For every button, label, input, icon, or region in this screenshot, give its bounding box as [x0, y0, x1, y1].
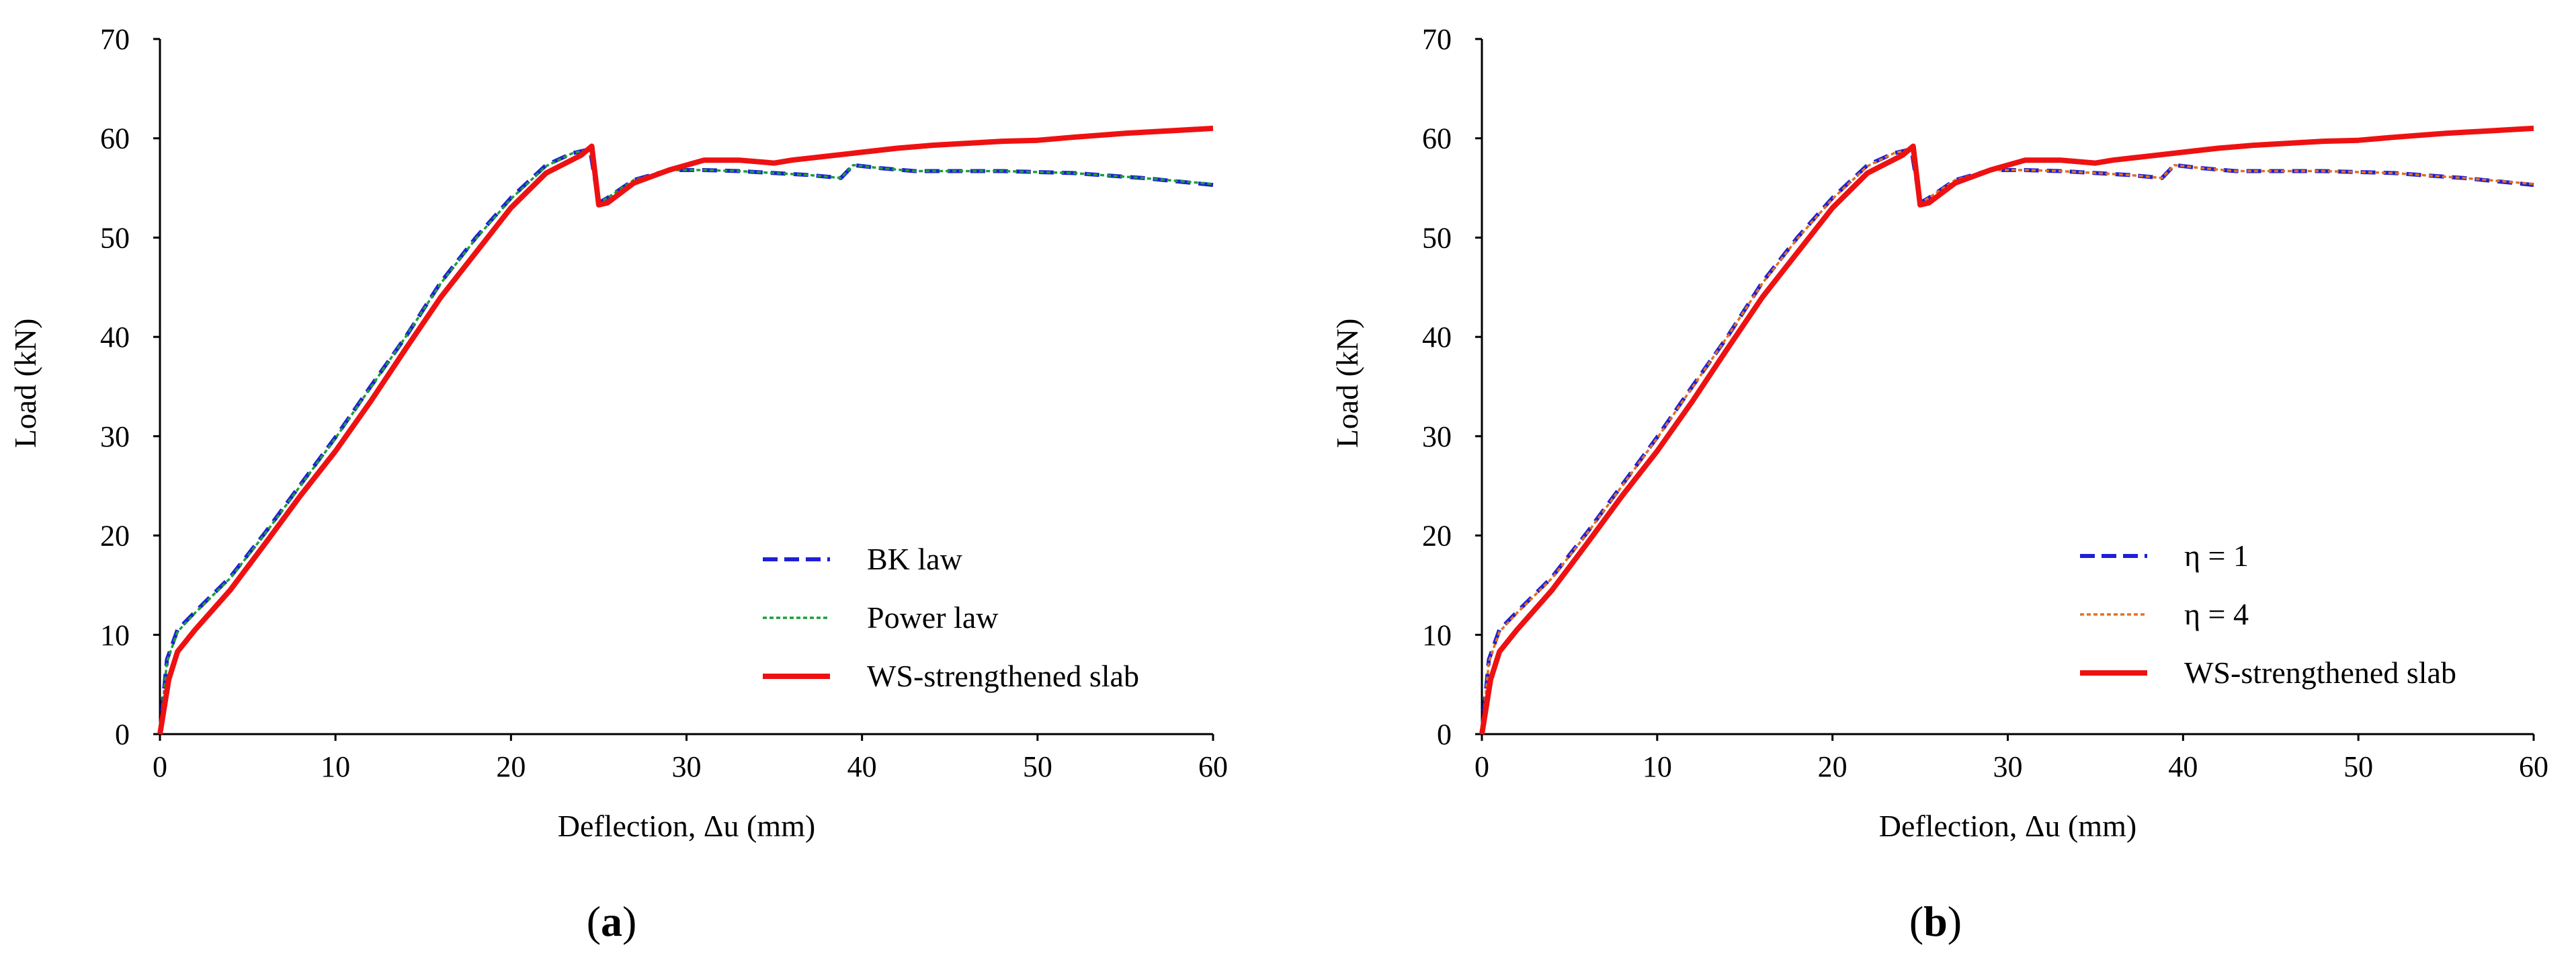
legend-label-2: Power law — [867, 600, 999, 635]
x-tick-label: 30 — [1993, 750, 2023, 783]
x-tick-label: 50 — [2343, 750, 2373, 783]
chart-panel-b: 0 10 20 30 40 50 60 70 0 10 20 30 40 50 60 Deflection, … — [1330, 23, 2548, 945]
series-line-1 — [1480, 147, 2534, 735]
y-tick-label: 70 — [1422, 23, 1452, 56]
y-tick-label: 60 — [1422, 122, 1452, 155]
y-axis-label: Load (kN) — [8, 319, 42, 448]
legend-label-3: WS-strengthened slab — [2184, 655, 2456, 690]
legend-label-1: η = 1 — [2184, 538, 2249, 573]
y-tick-label: 30 — [100, 420, 130, 453]
legend-label-3: WS-strengthened slab — [867, 659, 1139, 693]
x-tick-label: 20 — [496, 750, 526, 783]
x-tick-label: 50 — [1023, 750, 1052, 783]
y-tick-label: 40 — [100, 321, 130, 354]
y-tick-label: 10 — [100, 618, 130, 651]
y-tick-label: 50 — [1422, 221, 1452, 254]
y-tick-label: 20 — [100, 520, 130, 553]
series-line-2 — [1481, 148, 2534, 735]
x-tick-label: 40 — [2168, 750, 2198, 783]
series-line-3 — [157, 125, 1214, 735]
x-tick-label: 10 — [1643, 750, 1672, 783]
y-tick-label: 0 — [1437, 718, 1452, 751]
y-tick-label: 10 — [1422, 618, 1452, 651]
x-tick-label: 60 — [2519, 750, 2548, 783]
y-tick-label: 30 — [1422, 420, 1452, 453]
x-tick-label: 0 — [153, 750, 167, 783]
x-tick-label: 20 — [1818, 750, 1847, 783]
y-tick-label: 40 — [1422, 321, 1452, 354]
x-axis-label: Deflection, Δu (mm) — [558, 809, 815, 843]
panel-label: (b) — [1909, 897, 1962, 945]
y-tick-label: 70 — [100, 23, 130, 56]
x-tick-label: 60 — [1198, 750, 1228, 783]
series-line-2 — [159, 148, 1214, 735]
y-tick-label: 0 — [115, 718, 130, 751]
y-tick-label: 20 — [1422, 520, 1452, 553]
series-line-3 — [1479, 125, 2534, 735]
x-tick-label: 30 — [672, 750, 702, 783]
y-tick-label: 60 — [100, 122, 130, 155]
x-tick-label: 40 — [847, 750, 877, 783]
x-axis-label: Deflection, Δu (mm) — [1879, 809, 2136, 843]
y-axis-label: Load (kN) — [1330, 319, 1364, 448]
x-tick-label: 0 — [1474, 750, 1489, 783]
legend-label-1: BK law — [867, 542, 963, 576]
panel-label: (a) — [587, 897, 637, 945]
y-tick-label: 50 — [100, 221, 130, 254]
series-line-1 — [158, 147, 1214, 735]
x-tick-label: 10 — [321, 750, 350, 783]
chart-panel-a: 0 10 20 30 40 50 60 70 0 10 20 30 40 50 60 Deflection, … — [8, 23, 1228, 945]
legend-label-2: η = 4 — [2184, 597, 2249, 631]
